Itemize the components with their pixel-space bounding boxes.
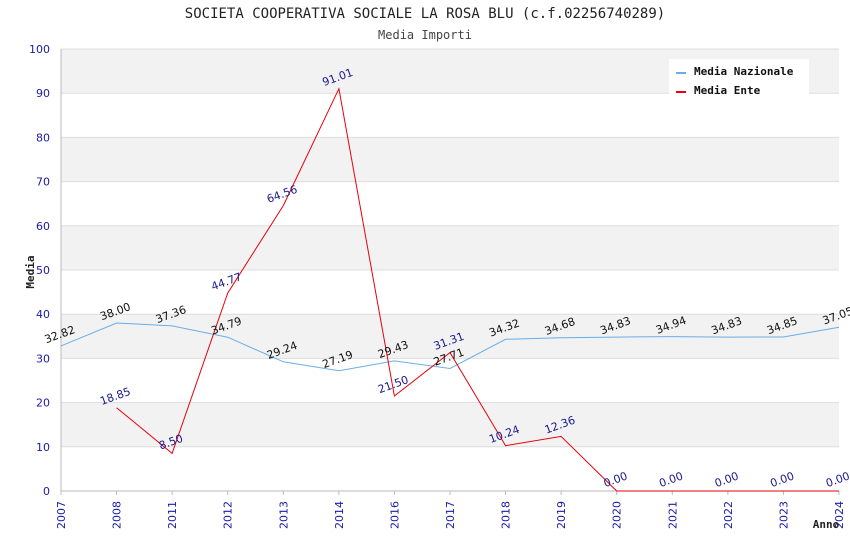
y-tick-label: 10 (36, 441, 50, 454)
legend-label-media-nazionale: Media Nazionale (694, 65, 794, 78)
grid-band (61, 93, 839, 138)
y-tick-label: 80 (36, 131, 50, 144)
x-tick-label: 2022 (722, 501, 735, 529)
x-tick-label: 2013 (277, 501, 290, 529)
x-tick-label: 2011 (166, 501, 179, 529)
chart-title: SOCIETA COOPERATIVA SOCIALE LA ROSA BLU … (185, 6, 665, 22)
series-lines (60, 87, 840, 492)
y-tick-label: 60 (36, 220, 50, 233)
series-line-media-nazionale (60, 322, 840, 372)
legend-box (669, 59, 809, 99)
y-tick-labels: 0 10 20 30 40 50 60 70 80 90 100 (29, 43, 50, 498)
grid-band (61, 225, 839, 270)
y-tick-label: 20 (36, 397, 50, 410)
legend: Media Nazionale Media Ente (669, 59, 809, 99)
x-tick-label: 2014 (333, 501, 346, 529)
grid-band (61, 402, 839, 447)
grid-band (61, 358, 839, 403)
y-tick-label: 40 (36, 308, 50, 321)
x-tick-label: 2023 (777, 501, 790, 529)
x-tick-label: 2018 (500, 501, 513, 529)
y-tick-label: 30 (36, 352, 50, 365)
y-tick-label: 90 (36, 87, 50, 100)
grid-band (61, 137, 839, 182)
x-tick-label: 2007 (55, 501, 68, 529)
x-tick-label: 2021 (666, 501, 679, 529)
x-tick-label: 2020 (611, 501, 624, 529)
x-tick-label: 2024 (833, 501, 846, 529)
x-axis-label: Anno (813, 518, 840, 531)
y-tick-label: 100 (29, 43, 50, 56)
x-tick-label: 2016 (388, 501, 401, 529)
series-line-media-ente (116, 87, 839, 492)
grid-band (61, 446, 839, 491)
grid-bands (61, 49, 839, 491)
grid-band (61, 181, 839, 226)
x-tick-label: 2019 (555, 501, 568, 529)
grid-band (61, 270, 839, 315)
y-axis-label: Media (24, 255, 37, 288)
y-tick-label: 0 (43, 485, 50, 498)
x-tick-label: 2008 (111, 501, 124, 529)
grid-band (61, 314, 839, 359)
y-tick-label: 50 (36, 264, 50, 277)
legend-label-media-ente: Media Ente (694, 84, 761, 97)
x-tick-label: 2017 (444, 501, 457, 529)
x-tick-label: 2012 (222, 501, 235, 529)
x-tick-labels: 2007 2008 2011 2012 2013 2014 2016 2017 2018 2019… (55, 491, 846, 529)
y-tick-label: 70 (36, 176, 50, 189)
chart-subtitle: Media Importi (378, 28, 472, 42)
